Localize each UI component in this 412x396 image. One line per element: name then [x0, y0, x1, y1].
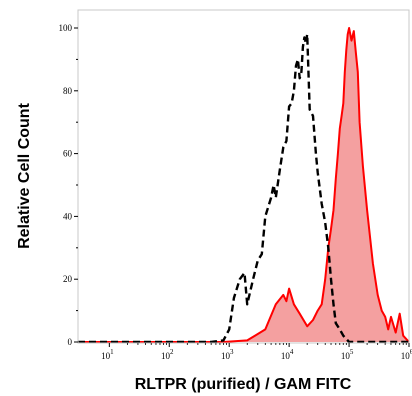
y-tick-label: 100: [59, 23, 73, 33]
x-axis-title: RLTPR (purified) / GAM FITC: [135, 376, 352, 393]
series-layer: [78, 27, 410, 344]
x-tick-label: 106: [401, 348, 412, 361]
series-1-line: [78, 33, 409, 344]
y-tick-label: 80: [63, 86, 73, 96]
y-tick-label: 60: [63, 149, 73, 159]
y-axis-title: Relative Cell Count: [16, 102, 33, 248]
plot-frame: [77, 9, 410, 344]
y-tick-label: 40: [63, 211, 73, 221]
y-tick-label: 0: [68, 337, 73, 347]
y-tick-label: 20: [63, 274, 73, 284]
series-0-area: [78, 28, 409, 342]
series-0-line: [78, 27, 410, 343]
